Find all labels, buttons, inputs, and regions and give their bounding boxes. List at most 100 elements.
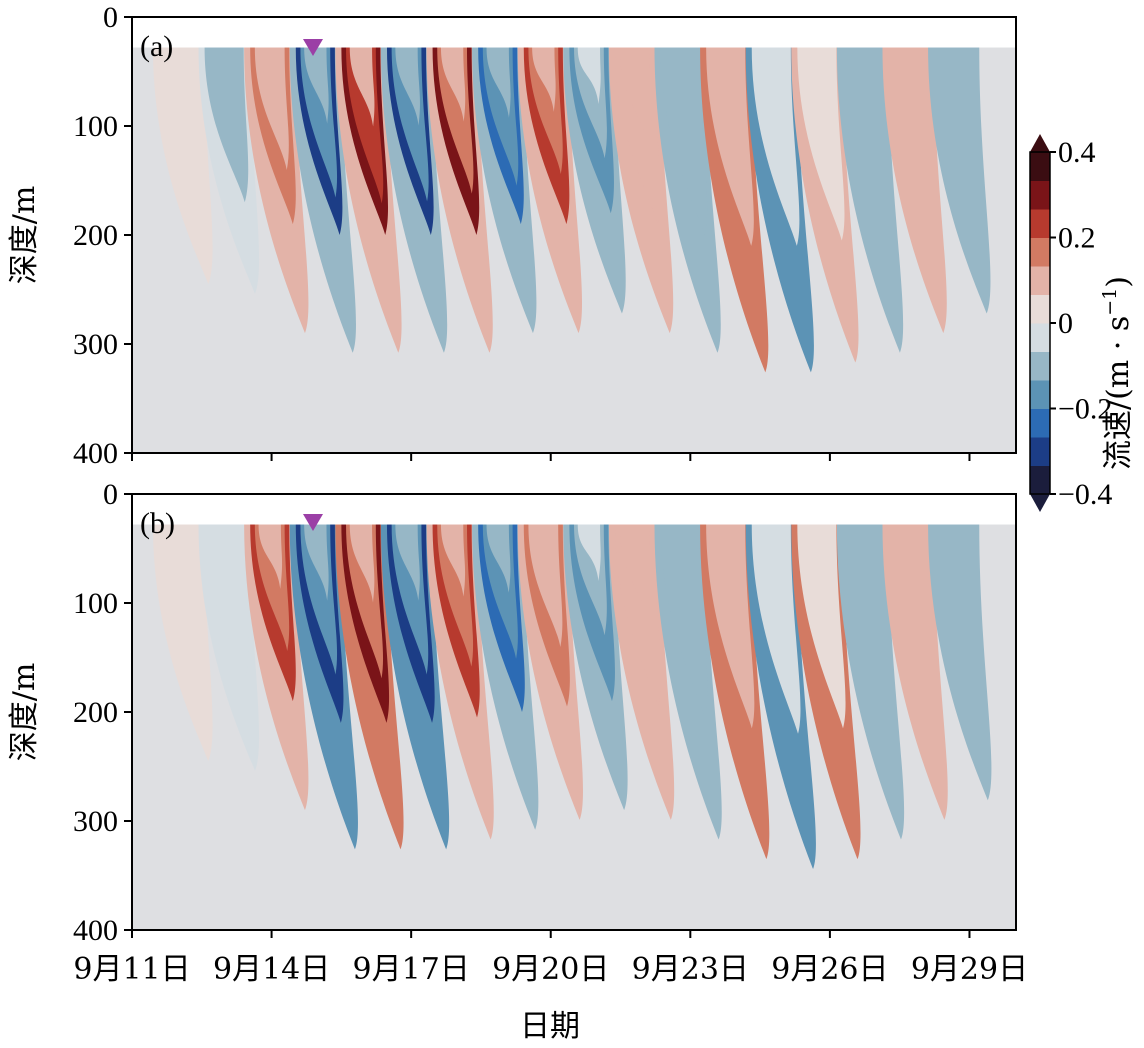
colorbar-tick-label: 0.4 — [1058, 136, 1096, 169]
x-tick-label: 9月20日 — [492, 952, 609, 987]
panel-b-velocity-field — [132, 494, 1016, 869]
colorbar-band — [1030, 408, 1050, 438]
colorbar-title: 流速/(m · s−1) — [1099, 276, 1136, 470]
colorbar-band — [1030, 294, 1050, 324]
colorbar-extend-min — [1030, 494, 1050, 512]
velocity-band — [797, 524, 846, 729]
panel-b-y-axis: 0 100 200 300 400 — [73, 478, 132, 947]
velocity-band — [532, 524, 556, 587]
y-tick-label: 200 — [73, 219, 118, 252]
velocity-band — [660, 524, 708, 718]
x-tick-label: 9月29日 — [911, 952, 1028, 987]
velocity-band — [577, 524, 601, 581]
velocity-band — [928, 47, 991, 314]
colorbar-band — [1030, 465, 1050, 495]
velocity-band — [797, 47, 845, 241]
x-axis-title: 日期 — [520, 1009, 580, 1044]
x-tick-label: 9月17日 — [353, 952, 470, 987]
velocity-band — [882, 524, 948, 820]
panel-b-x-axis: 9月11日 9月14日 9月17日 9月20日 9月23日 9月26日 9月29日 — [73, 930, 1028, 987]
velocity-band — [440, 47, 466, 122]
colorbar-band — [1030, 152, 1050, 181]
colorbar-tick-label: −0.4 — [1058, 478, 1112, 511]
y-tick-label: 300 — [73, 805, 118, 838]
velocity-band — [619, 47, 652, 147]
missing-data-top — [132, 494, 1016, 525]
panel-b-y-axis-title: 深度/m — [7, 663, 42, 762]
velocity-band — [836, 47, 904, 353]
colorbar-band — [1030, 323, 1050, 352]
velocity-band — [619, 524, 652, 624]
colorbar-band — [1030, 209, 1050, 238]
colorbar-tick-label: −0.2 — [1058, 393, 1112, 426]
panel-a: (a) 0 100 200 300 400 深度/m — [7, 1, 1017, 470]
velocity-band — [152, 47, 213, 285]
velocity-band — [304, 524, 329, 601]
velocity-band — [751, 524, 801, 734]
velocity-band — [882, 47, 947, 334]
y-tick-label: 300 — [73, 328, 118, 361]
panel-a-label: (a) — [140, 30, 173, 63]
y-tick-label: 100 — [73, 110, 118, 143]
colorbar-band — [1030, 351, 1050, 381]
velocity-band — [928, 524, 992, 801]
velocity-band — [395, 524, 420, 601]
velocity-band — [486, 524, 511, 593]
velocity-band — [304, 47, 329, 124]
velocity-band — [346, 47, 384, 204]
missing-data-top — [132, 17, 1016, 48]
colorbar-title-text: 流速/(m · s−1) — [1099, 276, 1136, 470]
y-tick-label: 0 — [103, 478, 118, 511]
panel-b-marker — [303, 514, 323, 531]
colorbar-bands — [1030, 152, 1050, 495]
velocity-band — [346, 524, 384, 679]
panel-a-y-axis: 0 100 200 300 400 — [73, 1, 132, 470]
velocity-band — [204, 524, 249, 680]
velocity-band — [706, 524, 755, 729]
velocity-band — [258, 524, 283, 589]
velocity-band — [152, 524, 213, 762]
colorbar-band — [1030, 237, 1050, 267]
velocity-band — [751, 47, 800, 246]
colorbar-title-sup: −1 — [1099, 288, 1121, 316]
panel-a-marker — [303, 39, 323, 56]
colorbar-tick-label: 0 — [1058, 307, 1073, 340]
colorbar-extend-max — [1030, 134, 1050, 152]
x-tick-label: 9月14日 — [213, 952, 330, 987]
velocity-band — [706, 47, 754, 246]
panel-a-y-axis-title: 深度/m — [7, 186, 42, 285]
colorbar-band — [1030, 266, 1050, 295]
panel-a-x-ticks — [131, 453, 971, 461]
panel-a-velocity-field — [132, 17, 1016, 373]
x-tick-label: 9月23日 — [632, 952, 749, 987]
velocity-band — [660, 47, 708, 235]
colorbar: 0.4 0.2 0 −0.2 −0.4 流速/(m · s−1) — [1029, 134, 1136, 512]
x-tick-label: 9月11日 — [73, 952, 190, 987]
velocity-band — [577, 47, 601, 104]
colorbar-title-close: ) — [1101, 276, 1136, 288]
y-tick-label: 200 — [73, 696, 118, 729]
velocity-band — [204, 47, 249, 203]
colorbar-band — [1030, 380, 1050, 409]
colorbar-title-main: 流速/(m · s — [1101, 316, 1136, 470]
velocity-band — [349, 524, 375, 603]
y-tick-label: 0 — [103, 1, 118, 34]
colorbar-ticks: 0.4 0.2 0 −0.2 −0.4 — [1050, 136, 1112, 511]
velocity-band — [258, 47, 282, 110]
velocity-band — [532, 47, 556, 112]
velocity-band — [391, 47, 429, 202]
y-tick-label: 100 — [73, 587, 118, 620]
colorbar-band — [1030, 180, 1050, 210]
colorbar-tick-label: 0.2 — [1058, 222, 1096, 255]
velocity-band — [349, 47, 375, 127]
velocity-band — [440, 524, 466, 597]
velocity-band — [486, 47, 511, 118]
colorbar-band — [1030, 437, 1050, 466]
panel-b-label: (b) — [140, 507, 175, 540]
x-tick-label: 9月26日 — [771, 952, 888, 987]
velocity-band — [395, 47, 421, 126]
y-tick-label: 400 — [73, 914, 118, 947]
y-tick-label: 400 — [73, 437, 118, 470]
